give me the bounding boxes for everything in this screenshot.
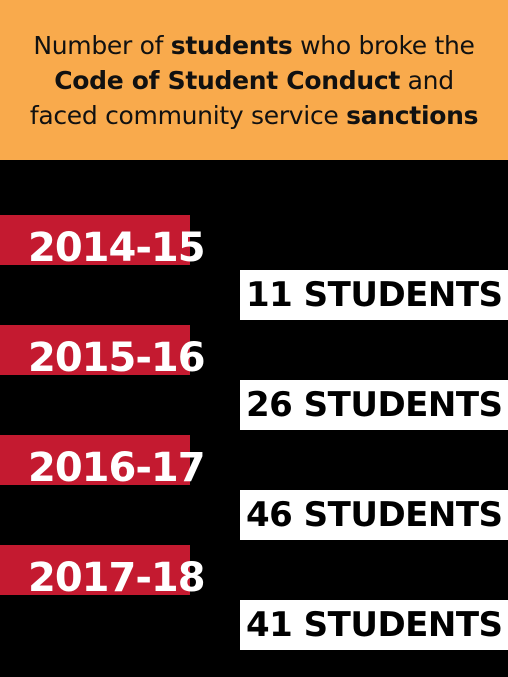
count-label: 46 STUDENTS — [246, 495, 503, 535]
year-label: 2017-18 — [28, 555, 206, 601]
year-label: 2015-16 — [28, 335, 206, 381]
year-band — [0, 215, 190, 265]
count-box: 41 STUDENTS — [240, 600, 508, 650]
title-text: faced community service — [29, 100, 347, 130]
year-label: 2016-17 — [28, 445, 206, 491]
title-line: faced community service sanctions — [29, 98, 479, 133]
title-text: and — [400, 65, 454, 95]
title-text: sanctions — [346, 100, 479, 130]
count-label: 11 STUDENTS — [246, 275, 503, 315]
year-label: 2014-15 — [28, 225, 206, 271]
header: Number of students who broke the Code of … — [0, 0, 508, 160]
title-text: who broke the — [292, 30, 475, 60]
year-band — [0, 545, 190, 595]
count-box: 26 STUDENTS — [240, 380, 508, 430]
count-box: 46 STUDENTS — [240, 490, 508, 540]
year-band — [0, 435, 190, 485]
title-line: Code of Student Conduct and — [54, 63, 454, 98]
title-text: Code of Student Conduct — [54, 65, 400, 95]
count-label: 41 STUDENTS — [246, 605, 503, 645]
title-text: students — [170, 30, 293, 60]
title-line: Number of students who broke the — [33, 28, 475, 63]
title-text: Number of — [33, 30, 171, 60]
count-box: 11 STUDENTS — [240, 270, 508, 320]
year-band — [0, 325, 190, 375]
count-label: 26 STUDENTS — [246, 385, 503, 425]
